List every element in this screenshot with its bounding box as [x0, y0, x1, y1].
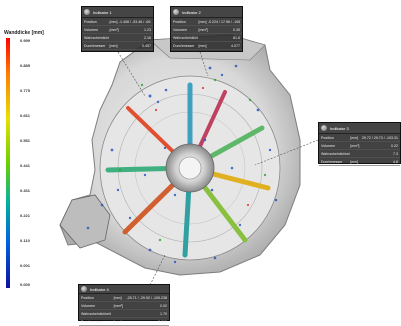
legend-tick: 0.221 — [20, 213, 31, 218]
legend-tick: 0.661 — [20, 113, 31, 118]
legend-tick: 0.775 — [20, 88, 31, 93]
indicator-row: Volumen [mm³] 1.23 — [82, 26, 153, 34]
legend-tick: 0.110 — [20, 238, 30, 243]
indicator-panel-1[interactable]: Indikator 1 Position [mm] -1.408 / -53.46 … — [81, 6, 154, 52]
indicator-row: Wahrscheinlichkeit 1.70 — [79, 310, 169, 318]
defect-speckles — [86, 64, 278, 264]
indicator-panel-3[interactable]: Indikator 3 Position [mm] 29.72 / 29.73 / … — [318, 122, 401, 166]
indicator-title: Indikator 1 — [93, 9, 112, 15]
indicator-title: Indikator 2 — [182, 9, 201, 15]
legend-color-bar — [6, 38, 10, 288]
legend-tick: 0.885 — [20, 63, 31, 68]
indicator-leaders — [117, 51, 319, 286]
indicator-icon — [173, 9, 179, 15]
indicator-row: Position [mm] 29.72 / 29.73 / -103.31 — [319, 134, 400, 142]
indicator-row: Position [mm] -28.71 / -29.92 / -109.238 — [79, 294, 169, 302]
color-scale-legend: Wanddicke [mm] 0.999 0.885 0.775 0.661 0… — [0, 30, 60, 292]
legend-tick: 0.999 — [20, 38, 31, 43]
indicator-icon — [321, 125, 327, 131]
indicator-row: Position[mm]-0.224 / 17.96 / -106.731 — [171, 18, 242, 26]
indicator-row: Durchmesser [mm] 4.8 — [319, 158, 400, 166]
indicator-row: Durchmesser [mm] 0.457 — [82, 42, 153, 50]
indicator-row: Volumen [mm³] 0.22 — [319, 142, 400, 150]
legend-title: Wanddicke [mm] — [4, 30, 44, 36]
flange — [59, 194, 111, 249]
indicator-icon — [81, 286, 87, 292]
indicator-row: Wahrscheinlichkeit81.6 — [171, 34, 242, 42]
indicator-title: Indikator 4 — [90, 286, 109, 292]
indicator-row: Position[mm]-1.408 / -53.46 / -69.826 — [82, 18, 153, 26]
indicator-icon — [84, 9, 90, 15]
indicator-panel-2[interactable]: Indikator 2 Position [mm] -0.224 / 17.96 /… — [170, 6, 243, 52]
indicator-row: Volumen [mm³] 0.02 — [79, 302, 169, 310]
indicator-row: Volumen [mm³] 0.35 — [171, 26, 242, 34]
indicator-title: Indikator 3 — [330, 125, 349, 131]
indicator-row: Durchmesser [mm] 4.077 — [171, 42, 242, 50]
legend-tick: 0.000 — [20, 282, 31, 287]
indicator-panel-4[interactable]: Indikator 4 Position [mm] -28.71 / -29.92 … — [78, 284, 170, 326]
indicator-row: Wahrscheinlichkeit 7.3 — [319, 150, 400, 158]
legend-tick: 0.441 — [20, 163, 31, 168]
legend-tick: 0.331 — [20, 188, 31, 193]
indicator-row: Durchmesser [mm] 2.960 — [79, 318, 169, 326]
legend-tick: 0.551 — [20, 138, 31, 143]
legend-tick: 0.001 — [20, 263, 31, 268]
indicator-row: Wahrscheinlichkeit2.16 — [82, 34, 153, 42]
